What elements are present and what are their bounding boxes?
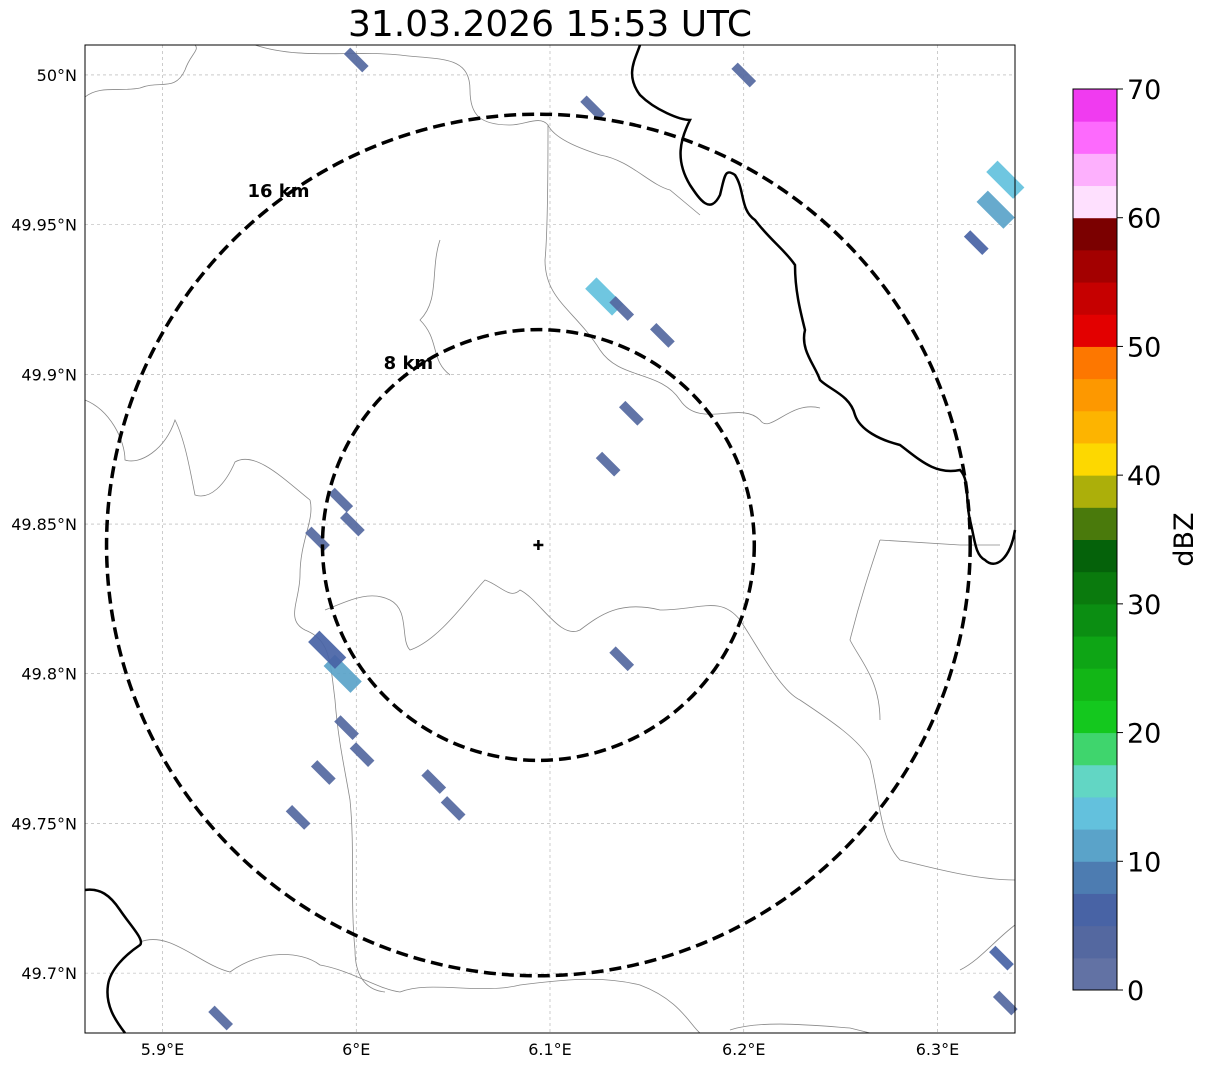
lat-tick-label: 49.95°N <box>11 216 77 235</box>
colorbar-tick-label: 40 <box>1127 461 1161 492</box>
echo-cell <box>609 296 635 321</box>
colorbar-segment <box>1073 700 1117 734</box>
colorbar-segment <box>1073 378 1117 412</box>
colorbar-segment <box>1073 185 1117 219</box>
echo-cell <box>731 62 757 88</box>
colorbar-tick-label: 0 <box>1127 976 1144 1007</box>
colorbar-segment <box>1073 636 1117 669</box>
colorbar-segment <box>1073 539 1117 573</box>
echo-cell <box>308 630 347 669</box>
colorbar-segment <box>1073 732 1117 766</box>
lon-tick-label: 5.9°E <box>141 1040 185 1059</box>
colorbar-segment <box>1073 89 1117 122</box>
colorbar-segment <box>1073 153 1117 187</box>
latitude-ticks: 50°N 49.95°N 49.9°N 49.85°N 49.8°N 49.75°N 49.… <box>11 66 77 983</box>
colorbar-segment <box>1073 121 1117 154</box>
echo-cell <box>440 796 466 821</box>
colorbar-segment <box>1073 571 1117 605</box>
range-ring <box>104 112 972 978</box>
cross-icon <box>533 539 544 550</box>
echo-cell <box>340 511 365 537</box>
reflectivity-echoes <box>208 47 1025 1031</box>
colorbar-label: dBZ <box>1169 512 1200 566</box>
range-ring-label: 16 km <box>247 181 309 202</box>
echo-cell <box>650 323 675 348</box>
colorbar-segment <box>1073 957 1117 991</box>
lat-tick-label: 49.75°N <box>11 814 77 833</box>
colorbar-segment <box>1073 282 1117 315</box>
echo-cell <box>343 47 369 73</box>
echo-cell <box>619 400 644 426</box>
gridlines <box>85 45 1015 1033</box>
colorbar-segment <box>1073 861 1117 894</box>
colorbar-segment <box>1073 249 1117 283</box>
colorbar: 0 10 20 30 40 50 60 70 dBZ <box>1072 75 1200 1007</box>
echo-cell <box>328 487 354 513</box>
echo-cell <box>989 945 1014 971</box>
lat-tick-label: 49.85°N <box>11 515 77 534</box>
range-ring <box>320 327 757 763</box>
lat-tick-label: 49.9°N <box>21 365 77 384</box>
echo-cell <box>334 715 359 740</box>
range-ring-label: 8 km <box>384 353 434 374</box>
colorbar-tick-label: 10 <box>1127 847 1161 878</box>
colorbar-segment <box>1073 442 1117 476</box>
longitude-ticks: 5.9°E 6°E 6.1°E 6.2°E 6.3°E <box>141 1040 960 1059</box>
echo-cell <box>421 769 447 794</box>
echo-cell <box>285 805 311 830</box>
colorbar-tick-label: 20 <box>1127 719 1161 750</box>
colorbar-frame <box>1072 88 1118 991</box>
lon-tick-label: 6.2°E <box>722 1040 766 1059</box>
lat-tick-label: 49.8°N <box>21 665 77 684</box>
lat-tick-label: 50°N <box>37 66 77 85</box>
colorbar-tick-label: 50 <box>1127 332 1161 363</box>
echo-cell <box>349 742 375 767</box>
map-title: 31.03.2026 15:53 UTC <box>347 4 753 45</box>
echo-cell <box>609 646 635 672</box>
echo-cell <box>580 95 605 121</box>
colorbar-segment <box>1073 507 1117 540</box>
echo-cell <box>992 990 1018 1016</box>
range-rings: 8 km 16 km <box>104 112 972 978</box>
colorbar-segment <box>1073 925 1117 959</box>
colorbar-tick-label: 30 <box>1127 590 1161 621</box>
colorbar-segment <box>1073 764 1117 798</box>
colorbar-tick-label: 70 <box>1127 75 1161 106</box>
colorbar-segment <box>1073 475 1117 508</box>
echo-cell <box>595 451 621 477</box>
lon-tick-label: 6.1°E <box>528 1040 572 1059</box>
colorbar-segment <box>1073 346 1117 380</box>
colorbar-segment <box>1073 410 1117 444</box>
echo-cell <box>310 760 336 785</box>
colorbar-segment <box>1073 829 1117 862</box>
colorbar-segment <box>1073 603 1117 637</box>
echo-cell <box>976 190 1015 229</box>
echo-cell <box>963 230 989 255</box>
lat-tick-label: 49.7°N <box>21 964 77 983</box>
colorbar-segment <box>1073 314 1117 347</box>
map-frame <box>84 44 1016 1034</box>
echo-cell <box>208 1005 233 1031</box>
colorbar-segment <box>1073 217 1117 251</box>
colorbar-segment <box>1073 668 1117 701</box>
colorbar-tick-label: 60 <box>1127 204 1161 235</box>
colorbar-segment <box>1073 893 1117 927</box>
lon-tick-label: 6.3°E <box>916 1040 960 1059</box>
colorbar-segment <box>1073 796 1117 830</box>
lon-tick-label: 6°E <box>342 1040 370 1059</box>
